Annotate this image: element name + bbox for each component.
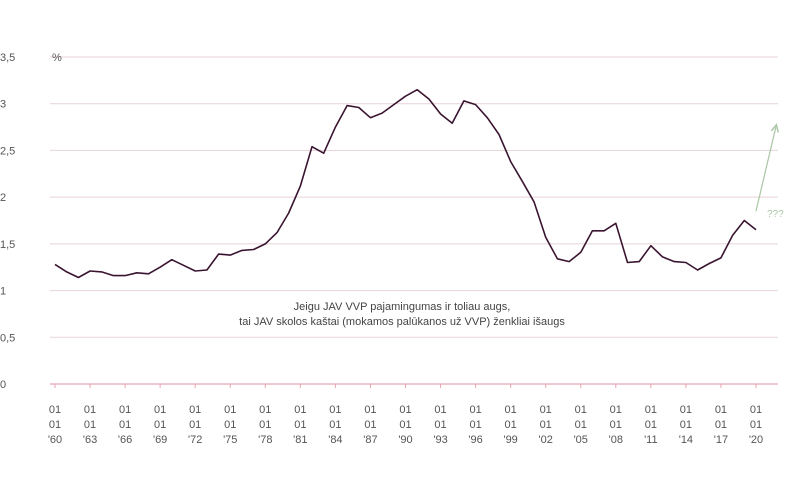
x-tick-label: 01 01'14 bbox=[679, 404, 693, 446]
y-unit-label: % bbox=[52, 52, 62, 64]
x-tick-label: 01 01'96 bbox=[468, 404, 482, 446]
y-tick-label: 1,5 bbox=[0, 239, 15, 251]
annotation-line-1: Jeigu JAV VVP pajamingumas ir toliau aug… bbox=[294, 301, 511, 313]
x-tick-label: 01 01'99 bbox=[503, 404, 517, 446]
x-axis-ticks: 01 01'60 01 01'63 01 01'66 01 01'69 01 01'72 01 01 '… bbox=[48, 384, 763, 446]
series-line bbox=[54, 88, 757, 279]
x-tick-label: 01 01'90 bbox=[398, 404, 412, 446]
x-tick-label: 01 01'60 bbox=[48, 404, 62, 446]
x-tick-label: 01 01'20 bbox=[749, 404, 763, 446]
x-tick-label: 01 01'08 bbox=[609, 404, 623, 446]
projection-line bbox=[755, 127, 776, 212]
x-tick-label: 01 01'84 bbox=[328, 404, 342, 446]
projection-arrow: ??? bbox=[755, 127, 784, 220]
x-tick-label: 01 01'81 bbox=[293, 404, 307, 446]
x-tick-label: 01 01'87 bbox=[363, 404, 377, 446]
y-tick-label: 0 bbox=[0, 379, 6, 391]
y-tick-label: 2 bbox=[0, 192, 6, 204]
x-tick-label: 01 01'05 bbox=[574, 404, 588, 446]
annotation-line-2: tai JAV skolos kaštai (mokamos palūkanos… bbox=[239, 316, 565, 328]
projection-question-marks: ??? bbox=[767, 209, 784, 220]
y-tick-label: 2,5 bbox=[0, 145, 15, 157]
y-tick-label: 0,5 bbox=[0, 332, 15, 344]
x-tick-label: 01 01'69 bbox=[153, 404, 167, 446]
x-tick-label: 01 01'72 bbox=[188, 404, 202, 446]
x-tick-label: 01 01'75 bbox=[223, 404, 237, 446]
x-tick-label: 01 01'02 bbox=[539, 404, 553, 446]
x-tick-label: 01 01'78 bbox=[258, 404, 272, 446]
y-tick-label: 1 bbox=[0, 286, 6, 298]
series-layer bbox=[54, 88, 757, 279]
grid-lines bbox=[50, 56, 778, 385]
y-tick-label: 3,5 bbox=[0, 52, 15, 64]
x-tick-label: 01 01'17 bbox=[714, 404, 728, 446]
y-tick-label: 3 bbox=[0, 99, 6, 111]
y-axis-ticks: 0 0,5 1 1,5 2 2,5 3 3,5 bbox=[0, 52, 15, 391]
x-tick-label: 01 01'11 bbox=[644, 404, 658, 446]
x-tick-label: 01 01'63 bbox=[83, 404, 97, 446]
x-tick-label: 01 01'66 bbox=[118, 404, 132, 446]
x-tick-label: 01 01'93 bbox=[433, 404, 447, 446]
